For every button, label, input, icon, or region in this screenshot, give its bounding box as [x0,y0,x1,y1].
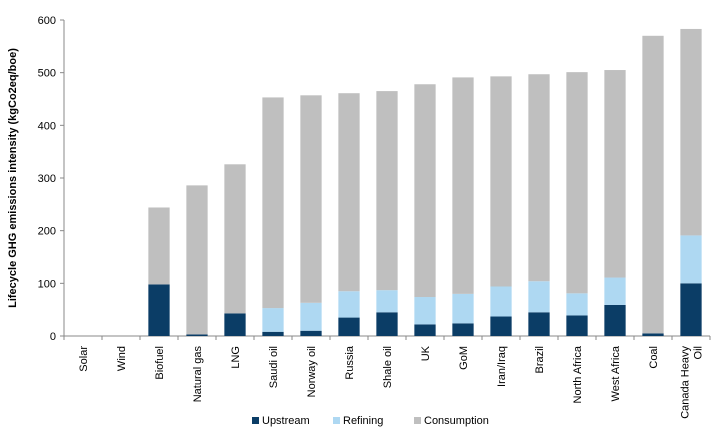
bar-consumption-brazil [528,74,550,282]
x-tick-label-text: Iran/Iraq [496,346,508,387]
bar-refining-russia [338,291,360,318]
bar-upstream-gom [452,323,474,336]
y-tick-labels: 0 100 200 300 400 500 600 [38,15,56,343]
x-tick-labels: Solar Wind Biofuel Natural gas LNG Saudi oil N… [78,345,705,419]
x-tick-label: Coal [648,346,660,369]
legend-label-consumption: Consumption [424,415,489,427]
x-tick-label: West Africa [610,345,622,401]
bar-upstream-biofuel [148,284,170,336]
bar-upstream-russia [338,317,360,336]
y-tick-label: 400 [38,120,56,132]
x-tick-label: Canada Heavy Oil [680,346,705,419]
bar-consumption-gom [452,77,474,294]
y-tick-label: 500 [38,68,56,80]
legend-swatch-consumption [414,417,421,424]
x-tick-label: Wind [116,346,128,371]
legend: Upstream Refining Consumption [252,415,489,427]
x-tick-label-text: UK [420,345,432,361]
x-tick-label: Natural gas [192,346,204,403]
x-tick-label: Solar [78,346,90,372]
legend-swatch-upstream [252,417,259,424]
bar-consumption-uk [414,84,436,298]
bar-refining-north-africa [566,293,588,316]
bar-upstream-natural-gas [186,334,208,336]
x-tick-label: UK [420,345,432,361]
bar-refining-norway-oil [300,302,322,331]
x-tick-label: Shale oil [382,346,394,388]
x-tick-label-text: GoM [458,346,470,370]
x-tick-label-text: Coal [648,346,660,369]
bar-refining-gom [452,293,474,324]
legend-label-refining: Refining [343,415,383,427]
y-tick-label: 100 [38,278,56,290]
axes [60,19,711,340]
x-tick-label-text: Biofuel [154,346,166,380]
legend-label-upstream: Upstream [262,415,310,427]
x-tick-label: Russia [344,345,356,380]
bar-consumption-coal [642,35,664,334]
y-axis-label: Lifecycle GHG emissions intensity (kgCo2… [7,48,19,308]
x-tick-label: LNG [230,346,242,369]
bar-upstream-coal [642,333,664,336]
x-tick-label: Biofuel [154,346,166,380]
x-tick-label-text: Shale oil [382,346,394,388]
bar-refining-iran-iraq [490,286,512,317]
x-tick-label: Saudi oil [268,346,280,388]
x-tick-label-text: Saudi oil [268,346,280,388]
bar-consumption-shale-oil [376,91,398,291]
bar-consumption-russia [338,93,360,292]
x-tick-label-text: West Africa [610,345,622,401]
x-tick-label: GoM [458,346,470,370]
bar-refining-canada-heavy-oil [680,235,702,284]
bar-upstream-uk [414,324,436,336]
x-tick-label-text: Natural gas [192,346,204,403]
x-tick-label: Iran/Iraq [496,346,508,387]
bar-consumption-lng [224,164,246,314]
legend-swatch-refining [333,417,340,424]
bar-upstream-north-africa [566,315,588,336]
x-tick-label-text: Brazil [534,346,546,374]
bar-consumption-canada-heavy-oil [680,28,702,236]
bar-upstream-brazil [528,312,550,336]
bar-consumption-north-africa [566,72,588,294]
bar-consumption-saudi-oil [262,97,284,309]
x-tick-label: Brazil [534,346,546,374]
bar-consumption-west-africa [604,70,626,278]
x-tick-label-text: Russia [344,345,356,380]
x-tick-label-text: Canada Heavy [680,346,692,419]
bar-consumption-natural-gas [186,185,208,335]
bar-refining-brazil [528,281,550,313]
bar-upstream-shale-oil [376,312,398,336]
x-tick-label-text: Wind [116,346,128,371]
bar-consumption-iran-iraq [490,76,512,287]
x-tick-label-text: Oil [693,346,705,359]
y-tick-label: 0 [50,331,56,343]
bar-upstream-norway-oil [300,330,322,336]
x-tick-label-text: Norway oil [306,346,318,397]
x-tick-label-text: North Africa [572,345,584,403]
x-tick-label: North Africa [572,345,584,403]
bar-refining-saudi-oil [262,308,284,332]
bar-consumption-biofuel [148,207,170,285]
bar-refining-shale-oil [376,290,398,313]
bar-upstream-canada-heavy-oil [680,283,702,336]
bar-refining-west-africa [604,277,626,305]
bar-upstream-saudi-oil [262,331,284,336]
y-tick-label: 600 [38,15,56,27]
bar-upstream-lng [224,313,246,336]
y-tick-label: 200 [38,226,56,238]
bar-consumption-norway-oil [300,95,322,303]
x-tick-label-text: LNG [230,346,242,369]
y-tick-label: 300 [38,173,56,185]
x-tick-label-text: Solar [78,346,90,372]
bar-upstream-iran-iraq [490,316,512,336]
bar-upstream-west-africa [604,304,626,336]
bar-refining-uk [414,297,436,325]
bars [148,28,702,336]
x-tick-label: Norway oil [306,346,318,397]
